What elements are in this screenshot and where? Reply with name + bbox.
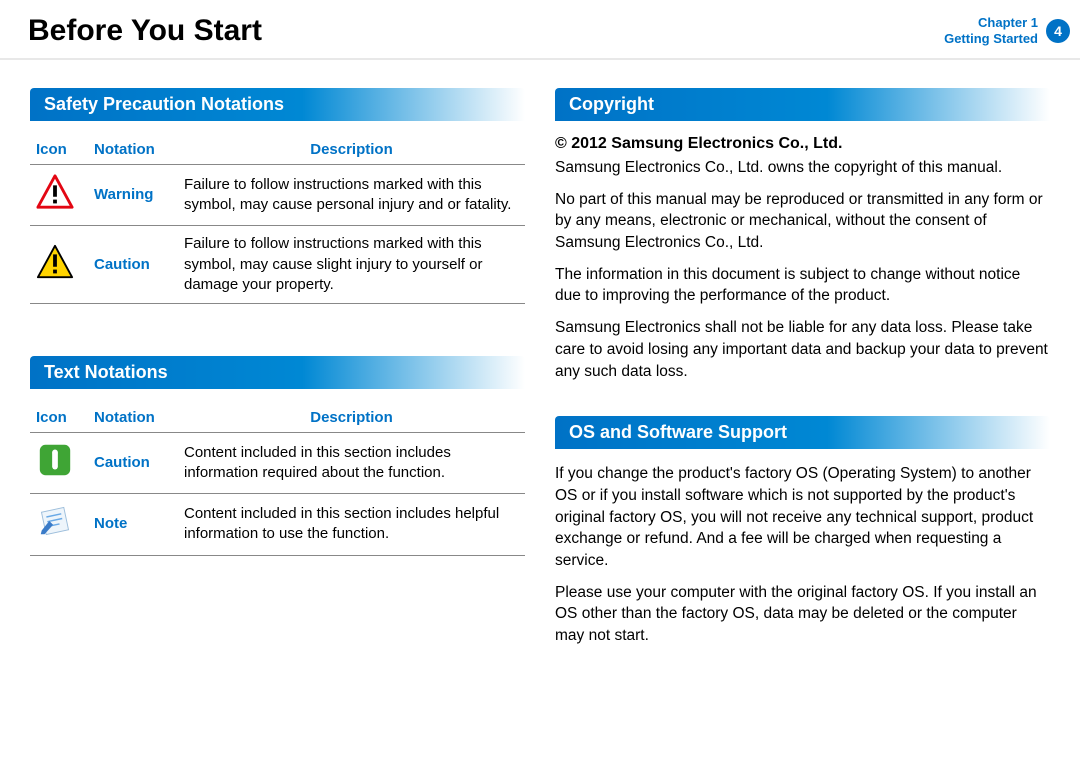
safety-table: Icon Notation Description (30, 135, 525, 304)
col-header-notation: Notation (88, 403, 178, 433)
text-notations-table: Icon Notation Description (30, 403, 525, 556)
section-heading-copyright: Copyright (555, 88, 1050, 121)
section-heading-safety: Safety Precaution Notations (30, 88, 525, 121)
left-column: Safety Precaution Notations Icon Notatio… (30, 88, 525, 647)
chapter-info: Chapter 1 Getting Started (944, 15, 1038, 46)
body-paragraph: If you change the product's factory OS (… (555, 463, 1050, 571)
page-header: Before You Start Chapter 1 Getting Start… (0, 0, 1080, 60)
content-area: Safety Precaution Notations Icon Notatio… (0, 60, 1080, 647)
chapter-label-line1: Chapter 1 (944, 15, 1038, 31)
warning-triangle-red-icon (36, 173, 74, 211)
notation-cell: Caution (88, 433, 178, 494)
document-page: Before You Start Chapter 1 Getting Start… (0, 0, 1080, 766)
col-header-icon: Icon (30, 403, 88, 433)
note-paper-icon (36, 502, 74, 540)
table-row: Note Content included in this section in… (30, 494, 525, 555)
icon-cell (30, 165, 88, 226)
notation-cell: Warning (88, 165, 178, 226)
description-cell: Content included in this section include… (178, 494, 525, 555)
table-row: Caution Failure to follow instructions m… (30, 226, 525, 304)
col-header-description: Description (178, 135, 525, 165)
section-heading-os-support: OS and Software Support (555, 416, 1050, 449)
notation-cell: Note (88, 494, 178, 555)
caution-triangle-yellow-icon (36, 243, 74, 281)
icon-cell (30, 494, 88, 555)
table-row: Caution Content included in this section… (30, 433, 525, 494)
icon-cell (30, 226, 88, 304)
description-cell: Failure to follow instructions marked wi… (178, 226, 525, 304)
section-heading-text-notations: Text Notations (30, 356, 525, 389)
chapter-label-line2: Getting Started (944, 31, 1038, 47)
col-header-description: Description (178, 403, 525, 433)
col-header-notation: Notation (88, 135, 178, 165)
body-paragraph: Samsung Electronics shall not be liable … (555, 317, 1050, 382)
copyright-lead: © 2012 Samsung Electronics Co., Ltd. (555, 135, 1050, 153)
page-title: Before You Start (28, 14, 262, 48)
info-green-square-icon (36, 441, 74, 479)
body-paragraph: Please use your computer with the origin… (555, 582, 1050, 647)
body-paragraph: No part of this manual may be reproduced… (555, 189, 1050, 254)
description-cell: Failure to follow instructions marked wi… (178, 165, 525, 226)
description-cell: Content included in this section include… (178, 433, 525, 494)
table-row: Warning Failure to follow instructions m… (30, 165, 525, 226)
notation-cell: Caution (88, 226, 178, 304)
right-column: Copyright © 2012 Samsung Electronics Co.… (555, 88, 1050, 647)
body-paragraph: Samsung Electronics Co., Ltd. owns the c… (555, 157, 1050, 179)
col-header-icon: Icon (30, 135, 88, 165)
header-meta: Chapter 1 Getting Started 4 (944, 15, 1080, 46)
page-number-badge: 4 (1046, 19, 1070, 43)
body-paragraph: The information in this document is subj… (555, 264, 1050, 307)
icon-cell (30, 433, 88, 494)
